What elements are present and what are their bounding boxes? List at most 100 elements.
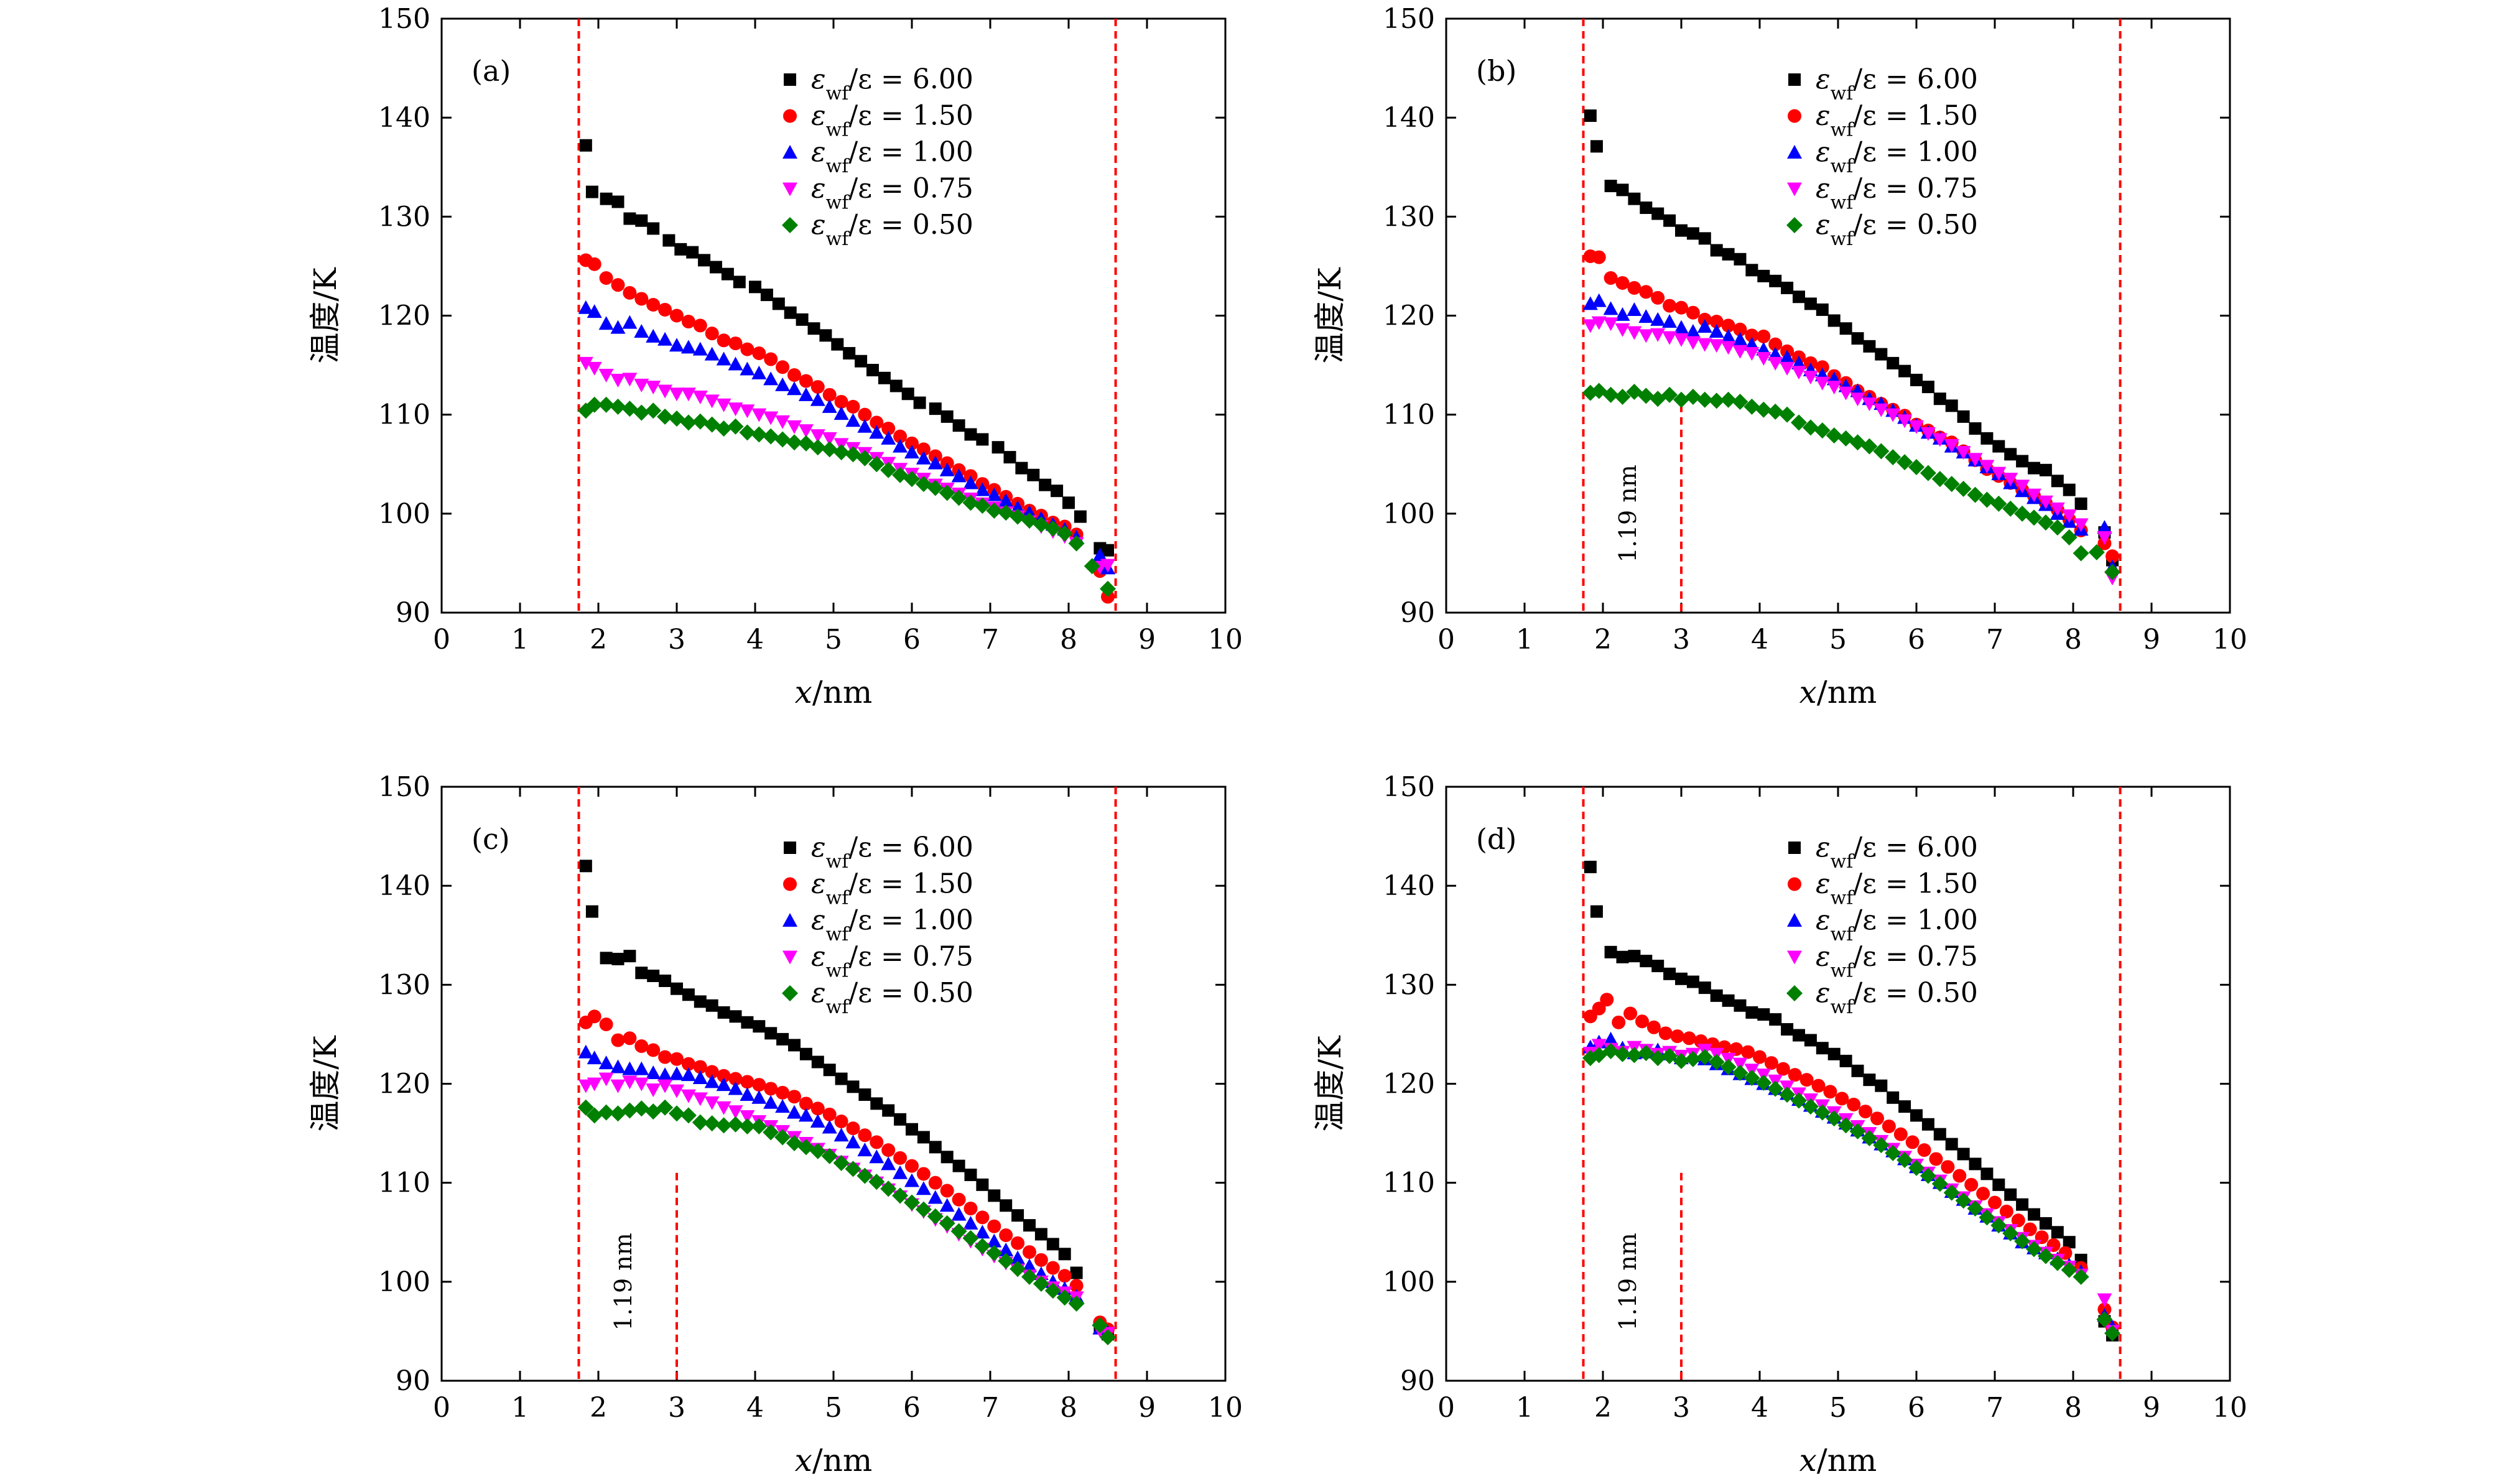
data-point [1908, 1159, 1925, 1176]
data-point [1897, 1152, 1913, 1169]
data-point [1863, 340, 1876, 353]
data-point [1582, 319, 1598, 333]
data-point [1056, 525, 1073, 542]
series-0.50 [577, 1099, 1116, 1345]
data-point [772, 297, 785, 310]
data-point [1791, 366, 1806, 380]
x-tick-label: 5 [825, 624, 842, 656]
data-point [749, 281, 761, 294]
data-point [716, 1077, 731, 1092]
data-point [1675, 224, 1688, 237]
data-point [986, 503, 1003, 519]
data-point [705, 327, 719, 341]
data-point [692, 1070, 708, 1084]
data-point [704, 346, 720, 361]
data-point [1823, 1085, 1837, 1099]
data-point [1639, 285, 1653, 299]
data-point [693, 318, 707, 333]
data-point [1757, 1008, 1770, 1021]
data-point [585, 905, 598, 918]
plot-frame [1445, 786, 2231, 1382]
data-point [710, 261, 722, 274]
data-point [670, 1052, 684, 1066]
data-point [1627, 281, 1641, 295]
legend-label: εwf/ε = 0.75 [811, 173, 973, 214]
data-point [1604, 945, 1617, 958]
data-point [657, 1079, 673, 1093]
data-point [611, 278, 625, 292]
data-point [787, 1090, 801, 1104]
data-point [1092, 1317, 1108, 1333]
data-point [1827, 314, 1841, 327]
data-point [715, 420, 732, 437]
data-point [988, 1189, 1001, 1202]
data-point [1969, 1157, 1982, 1171]
data-point [1814, 376, 1830, 391]
data-point [1661, 386, 1678, 403]
data-point [1709, 315, 1724, 329]
x-tick-label: 5 [1829, 1392, 1847, 1424]
data-point [1686, 975, 1699, 988]
data-point [1921, 1118, 1934, 1131]
data-point [693, 1060, 707, 1074]
data-point [775, 1099, 791, 1113]
data-point [870, 1135, 884, 1149]
data-point [1980, 432, 1994, 445]
data-point [776, 1032, 789, 1046]
data-point [1100, 580, 1116, 597]
data-point [1991, 466, 2007, 481]
x-axis-title: x/nm [1799, 674, 1877, 710]
y-tick-label: 120 [378, 1069, 430, 1100]
y-tick-label: 90 [396, 597, 430, 629]
data-point [1046, 1261, 1060, 1275]
data-point [1781, 1023, 1794, 1036]
series-1.50 [578, 1009, 1115, 1337]
data-point [1732, 345, 1748, 359]
data-point [987, 1233, 1002, 1248]
data-point [1602, 1042, 1619, 1059]
data-point [721, 267, 734, 281]
data-point [1745, 1006, 1758, 1019]
data-point [1955, 481, 1972, 498]
data-point [1898, 1100, 1911, 1113]
data-point [1650, 1050, 1666, 1067]
data-point [963, 475, 978, 489]
data-point [1614, 1046, 1631, 1062]
data-point [751, 1090, 767, 1104]
data-point [1910, 373, 1923, 386]
data-point [809, 439, 826, 456]
data-point [1793, 290, 1805, 304]
data-point [986, 1245, 1003, 1261]
data-point [1838, 386, 1854, 401]
data-point [1944, 439, 1959, 453]
data-point [621, 1102, 638, 1119]
data-point [633, 1100, 650, 1117]
data-point [1861, 1130, 1878, 1147]
data-point [587, 304, 602, 318]
data-point [2097, 520, 2112, 534]
data-point [1590, 905, 1603, 918]
data-point [787, 368, 801, 382]
chart-panel-a: 0 1 2 3 4 5 6 7 8 9 10 90 100 110 120 130 140 150 x/nm 温度/K… [307, 3, 1243, 710]
data-point [847, 1080, 860, 1093]
data-point [1768, 356, 1783, 371]
data-point [1850, 392, 1865, 407]
data-point [1722, 248, 1735, 261]
data-point [1979, 460, 1995, 474]
data-point [831, 338, 844, 351]
data-point [623, 1031, 637, 1046]
data-point [1804, 297, 1817, 310]
data-point [1720, 328, 1736, 343]
data-point [976, 433, 989, 446]
data-point [751, 408, 767, 422]
data-point [1802, 419, 1819, 436]
data-point [1603, 1031, 1618, 1046]
data-point [1603, 301, 1618, 315]
data-point [857, 1143, 873, 1157]
y-tick-label: 150 [1383, 771, 1435, 803]
data-point [763, 1124, 779, 1141]
data-point [634, 1039, 649, 1054]
data-point [1021, 1268, 1038, 1285]
data-point [1917, 1143, 1931, 1157]
